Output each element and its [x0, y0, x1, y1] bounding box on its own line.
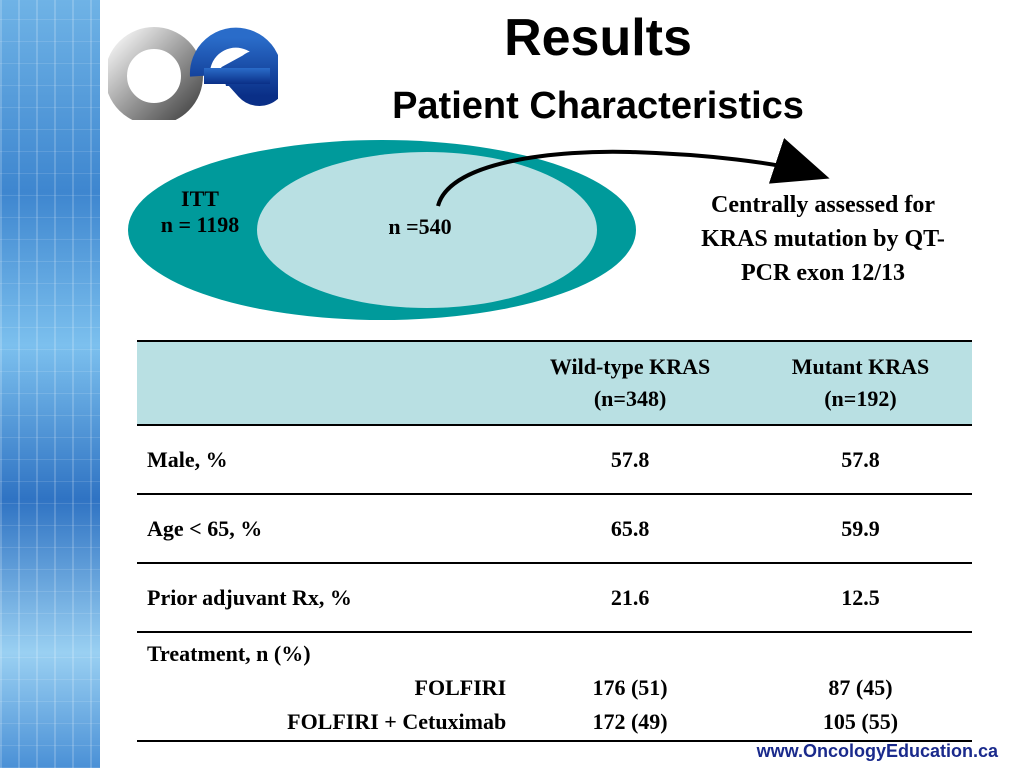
- table-header-row: Wild-type KRAS (n=348) Mutant KRAS (n=19…: [137, 340, 972, 426]
- row-label: Prior adjuvant Rx, %: [137, 563, 512, 633]
- table-row: Age < 65, % 65.8 59.9: [137, 494, 972, 564]
- venn-diagram: [128, 138, 830, 320]
- row-mut-value: 12.5: [748, 563, 972, 633]
- row-mut-value: 59.9: [748, 494, 972, 564]
- header-empty: [137, 340, 512, 426]
- header-mut-name: Mutant KRAS: [791, 354, 930, 379]
- treatment-sub-label: FOLFIRI + Cetuximab: [287, 709, 507, 734]
- annotation: Centrally assessed for KRAS mutation by …: [668, 188, 978, 290]
- row-label: Age < 65, %: [137, 494, 512, 564]
- row-wt-value: 65.8: [511, 494, 749, 564]
- header-mutant: Mutant KRAS (n=192): [748, 340, 972, 426]
- treatment-wt-cell: 176 (51) 172 (49): [511, 632, 749, 742]
- annotation-line: Centrally assessed for: [711, 192, 935, 218]
- sidebar-decoration: [0, 0, 100, 768]
- oe-logo-icon: [108, 27, 278, 120]
- header-mut-n: (n=192): [824, 386, 897, 411]
- subset-label: n =540: [388, 214, 452, 239]
- treatment-mut-value: 87 (45): [828, 675, 893, 700]
- treatment-label: Treatment, n (%): [147, 641, 311, 666]
- header-wt-name: Wild-type KRAS: [549, 354, 711, 379]
- treatment-wt-value: 172 (49): [592, 709, 668, 734]
- footer-url[interactable]: www.OncologyEducation.ca: [756, 741, 998, 761]
- annotation-line: PCR exon 12/13: [741, 260, 905, 286]
- treatment-sub-label: FOLFIRI: [414, 675, 507, 700]
- itt-label: ITT n = 1198: [130, 186, 270, 238]
- row-mut-value: 57.8: [748, 425, 972, 495]
- header-wt-n: (n=348): [593, 386, 667, 411]
- table-row-treatment: Treatment, n (%) FOLFIRI FOLFIRI + Cetux…: [137, 632, 972, 742]
- characteristics-table: Wild-type KRAS (n=348) Mutant KRAS (n=19…: [137, 340, 972, 742]
- treatment-mut-cell: 87 (45) 105 (55): [748, 632, 972, 742]
- row-label: Male, %: [137, 425, 512, 495]
- row-wt-value: 21.6: [511, 563, 749, 633]
- table-row: Male, % 57.8 57.8: [137, 425, 972, 495]
- treatment-wt-value: 176 (51): [592, 675, 668, 700]
- header-wild-type: Wild-type KRAS (n=348): [511, 340, 749, 426]
- slide-subtitle: Patient Characteristics: [392, 85, 804, 127]
- slide-title: Results: [504, 9, 692, 67]
- treatment-mut-value: 105 (55): [822, 709, 899, 734]
- treatment-label-cell: Treatment, n (%) FOLFIRI FOLFIRI + Cetux…: [137, 632, 512, 742]
- itt-label-count: n = 1198: [160, 212, 240, 237]
- itt-label-title: ITT: [181, 186, 219, 211]
- subset-ellipse: [257, 152, 597, 308]
- annotation-line: KRAS mutation by QT-: [701, 226, 945, 252]
- table-row: Prior adjuvant Rx, % 21.6 12.5: [137, 563, 972, 633]
- row-wt-value: 57.8: [511, 425, 749, 495]
- arrow-icon: [436, 138, 830, 207]
